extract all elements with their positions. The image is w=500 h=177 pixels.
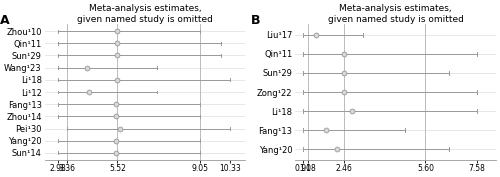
Text: A: A xyxy=(0,13,10,27)
Title: Meta-analysis estimates,
given named study is omitted: Meta-analysis estimates, given named stu… xyxy=(77,4,213,24)
Title: Meta-analysis estimates,
given named study is omitted: Meta-analysis estimates, given named stu… xyxy=(328,4,464,24)
Text: B: B xyxy=(251,13,260,27)
